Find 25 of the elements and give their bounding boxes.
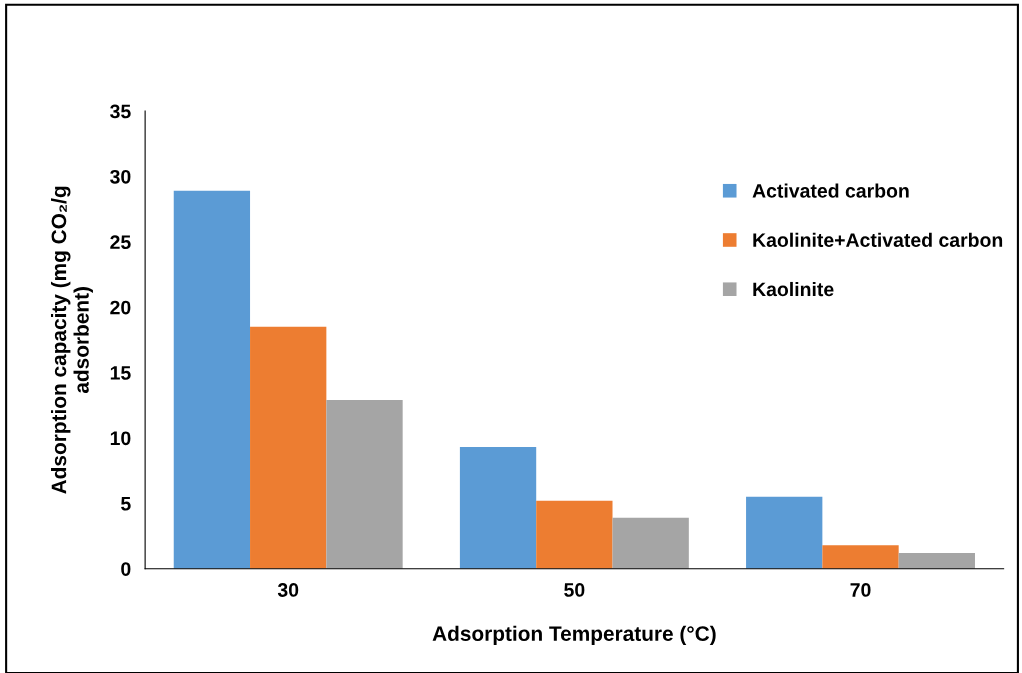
y-tick-label: 35 [110,104,131,119]
bar [536,500,613,569]
y-tick-label: 10 [110,431,131,446]
legend-label: Kaolinite [753,281,834,297]
bar [173,190,251,569]
y-tick-label: 15 [110,366,131,380]
y-axis-title: Adsorption capacity (mg CO₂/g adsorbent) [50,186,93,494]
bar [746,496,823,569]
legend-label: Activated carbon [752,183,909,198]
y-tick-label: 5 [121,496,131,511]
y-tick-label: 30 [110,169,131,184]
bar [612,517,689,569]
bar [822,545,899,569]
legend-label: Kaolinite+Activated carbon [753,232,1003,247]
y-tick-label: 25 [110,235,131,250]
x-tick-label: 50 [564,583,585,597]
y-tick-label: 0 [121,562,131,576]
bar [898,552,975,569]
x-tick-label: 30 [277,583,299,597]
bar [326,400,403,569]
x-axis-title: Adsorption Temperature (°C) [432,625,716,646]
bar [250,326,327,569]
bar [459,447,537,569]
x-tick-label: 70 [850,583,871,597]
y-tick-label: 20 [110,300,131,315]
